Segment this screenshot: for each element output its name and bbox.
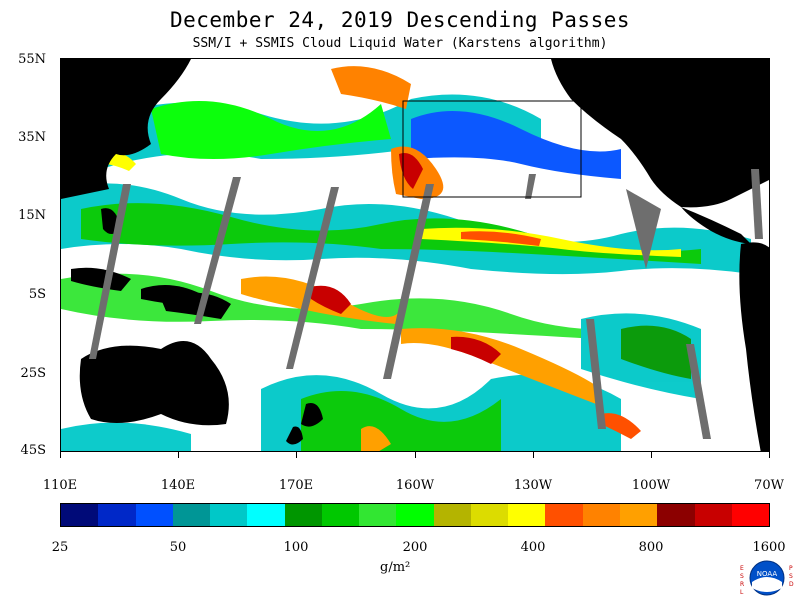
colorbar-label: 100 — [283, 540, 309, 555]
colorbar-segment — [284, 504, 322, 526]
cloud-field-high — [101, 66, 681, 451]
lon-tick — [178, 452, 179, 458]
colorbar-segment — [657, 504, 695, 526]
lat-label-55n: 55N — [18, 52, 46, 67]
colorbar-segment — [433, 504, 471, 526]
map-subtitle: SSM/I + SSMIS Cloud Liquid Water (Karste… — [192, 36, 608, 51]
cloud-field-low — [61, 94, 751, 451]
colorbar-segment — [172, 504, 211, 526]
lat-label-15n: 15N — [18, 208, 46, 223]
colorbar-segment — [619, 504, 658, 526]
psd-letter: D — [789, 581, 794, 588]
lon-label-140e: 140E — [160, 478, 196, 493]
lat-label-25s: 25S — [20, 366, 46, 381]
colorbar-label: 200 — [402, 540, 428, 555]
colorbar-segment — [508, 504, 546, 526]
psd-letter: P — [789, 565, 793, 572]
lon-tick — [415, 452, 416, 458]
lat-label-45s: 45S — [20, 443, 46, 458]
land-masses — [61, 59, 769, 451]
lon-label-170e: 170E — [278, 478, 314, 493]
colorbar-segment — [359, 504, 397, 526]
colorbar-label: 25 — [51, 540, 69, 555]
noaa-logo: E S R L NOAA P S D — [738, 558, 796, 602]
colorbar-segment — [731, 504, 770, 526]
colorbar — [60, 503, 770, 527]
esrl-letter: S — [740, 573, 744, 580]
lon-tick — [60, 452, 61, 458]
esrl-letter: E — [740, 565, 744, 572]
colorbar-segment — [98, 504, 136, 526]
swath-gaps — [89, 169, 763, 439]
colorbar-label: 1600 — [752, 540, 786, 555]
colorbar-segment — [247, 504, 285, 526]
lon-label-160w: 160W — [395, 478, 435, 493]
colorbar-segment — [582, 504, 620, 526]
colorbar-segment — [470, 504, 509, 526]
lon-tick — [769, 452, 770, 458]
lon-tick — [296, 452, 297, 458]
colorbar-units: g/m² — [380, 560, 411, 575]
colorbar-segment — [321, 504, 360, 526]
colorbar-segment — [694, 504, 732, 526]
psd-letter: S — [789, 573, 793, 580]
colorbar-segment — [61, 504, 99, 526]
esrl-letter: R — [740, 581, 744, 588]
lon-tick — [533, 452, 534, 458]
noaa-logo-text: NOAA — [757, 570, 778, 578]
colorbar-segment — [210, 504, 248, 526]
cloud-liquid-water-map — [60, 58, 770, 452]
lat-label-35n: 35N — [18, 130, 46, 145]
colorbar-segment — [545, 504, 583, 526]
lon-label-70w: 70W — [754, 478, 784, 493]
map-canvas — [61, 59, 769, 451]
colorbar-label: 800 — [638, 540, 664, 555]
colorbar-segment — [135, 504, 173, 526]
lon-label-110e: 110E — [42, 478, 78, 493]
lon-label-100w: 100W — [631, 478, 671, 493]
lon-tick — [651, 452, 652, 458]
colorbar-segment — [396, 504, 434, 526]
esrl-letter: L — [740, 589, 744, 596]
colorbar-label: 400 — [520, 540, 546, 555]
lon-label-130w: 130W — [513, 478, 553, 493]
region-outline-box — [402, 100, 582, 198]
lat-label-5s: 5S — [28, 287, 46, 302]
colorbar-label: 50 — [169, 540, 187, 555]
map-title: December 24, 2019 Descending Passes — [169, 8, 630, 32]
